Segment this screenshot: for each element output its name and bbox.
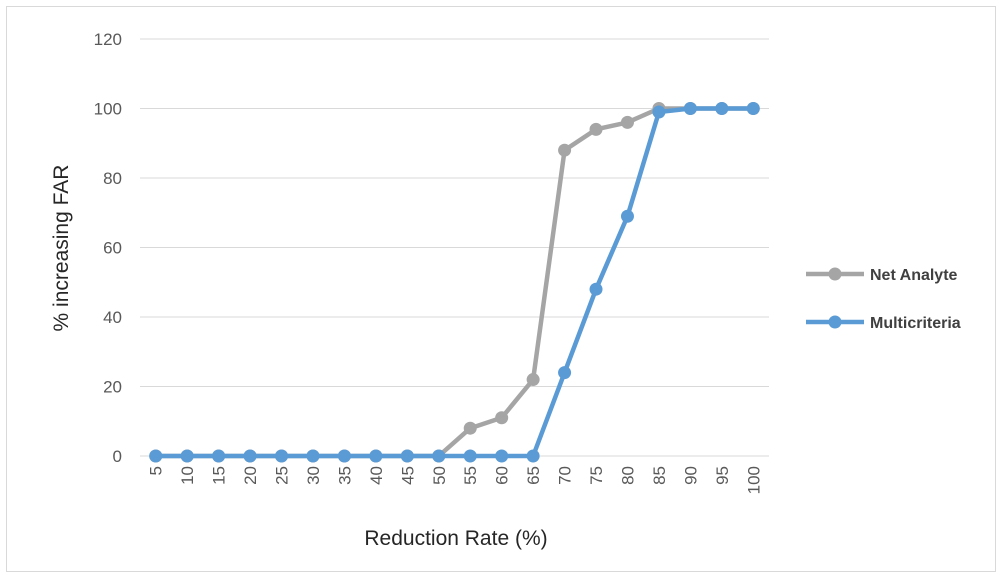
data-point-multicriteria bbox=[306, 449, 320, 463]
data-point-multicriteria bbox=[495, 449, 509, 463]
y-tick-label: 120 bbox=[94, 30, 122, 49]
legend: Net Analyte Multicriteria bbox=[806, 267, 961, 332]
x-tick-label: 65 bbox=[524, 466, 543, 485]
x-tick-label: 15 bbox=[210, 466, 229, 485]
series-layer bbox=[149, 102, 760, 463]
data-point-multicriteria bbox=[715, 102, 729, 115]
x-tick-label: 70 bbox=[556, 466, 575, 485]
chart-frame bbox=[6, 6, 996, 572]
x-tick-label: 35 bbox=[335, 466, 354, 485]
data-point-multicriteria bbox=[683, 102, 697, 115]
x-tick-label: 85 bbox=[650, 466, 669, 485]
data-point-multicriteria bbox=[652, 105, 666, 119]
legend-label-multicriteria: Multicriteria bbox=[870, 315, 961, 332]
x-tick-label: 100 bbox=[744, 466, 763, 494]
x-tick-label: 60 bbox=[493, 466, 512, 485]
data-point-net-analyte bbox=[463, 421, 477, 435]
series-line-multicriteria bbox=[155, 106, 754, 459]
y-tick-label: 80 bbox=[103, 169, 122, 188]
x-tick-label: 25 bbox=[273, 466, 292, 485]
data-point-multicriteria bbox=[558, 366, 572, 380]
x-tick-label: 75 bbox=[587, 466, 606, 485]
x-tick-label: 80 bbox=[618, 466, 637, 485]
series-line-net-analyte bbox=[155, 106, 754, 459]
data-point-net-analyte bbox=[620, 115, 634, 129]
x-tick-label: 30 bbox=[304, 466, 323, 485]
data-point-multicriteria bbox=[463, 449, 477, 463]
x-axis-title: Reduction Rate (%) bbox=[364, 527, 547, 550]
data-point-multicriteria bbox=[620, 209, 634, 223]
x-tick-label: 45 bbox=[398, 466, 417, 485]
y-tick-label: 60 bbox=[103, 239, 122, 258]
x-tick-label: 50 bbox=[430, 466, 449, 485]
y-tick-label: 100 bbox=[94, 100, 122, 119]
data-point-net-analyte bbox=[589, 122, 603, 136]
y-axis-title: % increasing FAR bbox=[50, 165, 73, 332]
x-tick-label: 40 bbox=[367, 466, 386, 485]
data-point-net-analyte bbox=[495, 411, 509, 425]
data-point-multicriteria bbox=[432, 449, 446, 463]
legend-marker-multicriteria bbox=[828, 315, 842, 329]
data-point-multicriteria bbox=[149, 449, 163, 463]
legend-label-net-analyte: Net Analyte bbox=[870, 267, 958, 284]
x-tick-label: 90 bbox=[681, 466, 700, 485]
data-point-multicriteria bbox=[212, 449, 226, 463]
x-tick-label: 95 bbox=[713, 466, 732, 485]
data-point-multicriteria bbox=[275, 449, 289, 463]
data-point-net-analyte bbox=[526, 373, 540, 387]
legend-marker-net-analyte bbox=[828, 267, 842, 281]
data-point-multicriteria bbox=[243, 449, 257, 463]
x-tick-label: 20 bbox=[241, 466, 260, 485]
gridlines bbox=[140, 38, 769, 457]
y-tick-label: 0 bbox=[113, 447, 122, 466]
data-point-multicriteria bbox=[337, 449, 351, 463]
data-point-multicriteria bbox=[589, 282, 603, 296]
data-point-multicriteria bbox=[400, 449, 414, 463]
data-point-multicriteria bbox=[526, 449, 540, 463]
x-tick-label: 5 bbox=[147, 466, 166, 475]
data-point-multicriteria bbox=[746, 102, 760, 115]
y-axis-ticks: 0 20 40 60 80 100 120 bbox=[94, 30, 122, 466]
data-point-multicriteria bbox=[180, 449, 194, 463]
data-point-multicriteria bbox=[369, 449, 383, 463]
x-tick-label: 55 bbox=[461, 466, 480, 485]
data-point-net-analyte bbox=[558, 143, 572, 157]
x-tick-label: 10 bbox=[178, 466, 197, 485]
x-axis-ticks: 5 10 15 20 25 30 35 40 45 50 55 60 65 70 75 80 85 90 95 100 bbox=[147, 466, 764, 494]
y-tick-label: 20 bbox=[103, 378, 122, 397]
y-tick-label: 40 bbox=[103, 308, 122, 327]
